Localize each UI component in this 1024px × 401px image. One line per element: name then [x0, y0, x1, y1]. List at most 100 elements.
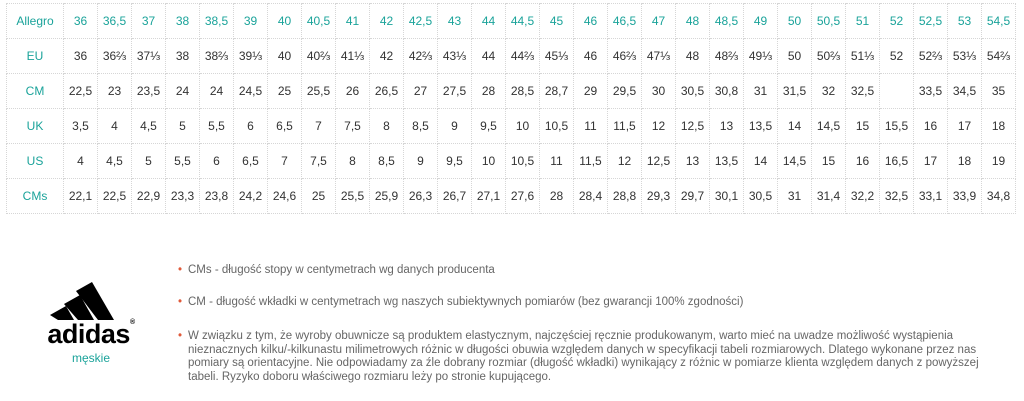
size-table: Allegro 36 36,5 37 38 38,5 39 40 40,5 41 42 42,5 43 4… [6, 3, 1016, 214]
cell: 6 [233, 108, 268, 144]
table-row: Allegro 36 36,5 37 38 38,5 39 40 40,5 41 42 42,5 43 4… [6, 3, 1016, 39]
cell: 9,5 [471, 108, 506, 144]
cell: 19 [981, 143, 1016, 179]
cell: 36⅔ [97, 38, 132, 74]
cell: 17 [913, 143, 948, 179]
cell: 25 [301, 178, 336, 214]
cell: 41⅓ [335, 38, 370, 74]
cell: 46⅔ [607, 38, 642, 74]
cell: 24,2 [233, 178, 268, 214]
cell: 32 [811, 73, 846, 109]
cell: 13 [675, 143, 710, 179]
cell: 18 [947, 143, 982, 179]
cell: 26,3 [403, 178, 438, 214]
cell: 32,5 [845, 73, 880, 109]
cell: 15 [845, 108, 880, 144]
cell: 29 [573, 73, 608, 109]
cell: 22,9 [131, 178, 166, 214]
table-row: EU 36 36⅔ 37⅓ 38 38⅔ 39⅓ 40 40⅔ 41⅓ 42 42⅔ 43⅓ 44 44⅔ 4… [6, 38, 1016, 74]
table-row: CM 22,5 23 23,5 24 24 24,5 25 25,5 26 26,5 27 27,5 28… [6, 73, 1016, 109]
cell: 52⅔ [913, 38, 948, 74]
note: CM - długość wkładki w centymetrach wg n… [178, 296, 1008, 310]
cell: 27 [403, 73, 438, 109]
cell: 27,5 [437, 73, 472, 109]
row-label: US [6, 143, 64, 179]
cell: 14,5 [811, 108, 846, 144]
cell: 28,8 [607, 178, 642, 214]
cell: 23,8 [199, 178, 234, 214]
cell: 7 [301, 108, 336, 144]
cell: 43⅓ [437, 38, 472, 74]
cell: 10,5 [505, 143, 540, 179]
cell: 47⅓ [641, 38, 676, 74]
cell: 42⅔ [403, 38, 438, 74]
header-cell: 48,5 [709, 3, 744, 39]
cell: 26 [335, 73, 370, 109]
cell: 15,5 [879, 108, 914, 144]
logo-stripes [50, 282, 114, 320]
cell: 12,5 [641, 143, 676, 179]
cell: 35 [981, 73, 1016, 109]
cell: 15 [811, 143, 846, 179]
row-label: CMs [6, 178, 64, 214]
header-cell: 52 [879, 3, 914, 39]
cell: 28,7 [539, 73, 574, 109]
cell: 13,5 [709, 143, 744, 179]
cell: 4 [97, 108, 132, 144]
cell: 31,4 [811, 178, 846, 214]
cell: 42 [369, 38, 404, 74]
cell: 37⅓ [131, 38, 166, 74]
cell: 6,5 [267, 108, 302, 144]
cell: 50 [777, 38, 812, 74]
table-row: CMs 22,1 22,5 22,9 23,3 23,8 24,2 24,6 25 25,5 25,… [6, 178, 1016, 214]
cell: 25,9 [369, 178, 404, 214]
cell: 23,3 [165, 178, 200, 214]
cell: 33,9 [947, 178, 982, 214]
cell: 48 [675, 38, 710, 74]
cell: 10 [505, 108, 540, 144]
cell: 29,3 [641, 178, 676, 214]
cell: 31,5 [777, 73, 812, 109]
header-cell: 37 [131, 3, 166, 39]
cell: 48⅔ [709, 38, 744, 74]
cell: 6 [199, 143, 234, 179]
row-label: UK [6, 108, 64, 144]
header-cell: 38,5 [199, 3, 234, 39]
header-cell: 36 [63, 3, 98, 39]
note: CMs - długość stopy w centymetrach wg da… [178, 264, 1008, 278]
cell: 28,4 [573, 178, 608, 214]
cell: 34,8 [981, 178, 1016, 214]
cell: 9 [403, 143, 438, 179]
row-label: Allegro [6, 3, 64, 39]
cell: 30,8 [709, 73, 744, 109]
cell: 13 [709, 108, 744, 144]
header-cell: 48 [675, 3, 710, 39]
row-label: EU [6, 38, 64, 74]
cell: 36 [63, 38, 98, 74]
cell: 13,5 [743, 108, 778, 144]
cell: 32,2 [845, 178, 880, 214]
header-cell: 47 [641, 3, 676, 39]
cell: 7 [267, 143, 302, 179]
cell: 38⅔ [199, 38, 234, 74]
cell: 40 [267, 38, 302, 74]
cell: 23 [97, 73, 132, 109]
cell: 23,5 [131, 73, 166, 109]
cell: 6,5 [233, 143, 268, 179]
cell: 9 [437, 108, 472, 144]
header-cell: 53 [947, 3, 982, 39]
cell: 5 [165, 108, 200, 144]
cell: 24 [199, 73, 234, 109]
cell: 12 [607, 143, 642, 179]
cell: 25,5 [301, 73, 336, 109]
cell: 4 [63, 143, 98, 179]
cell: 34,5 [947, 73, 982, 109]
header-cell: 46,5 [607, 3, 642, 39]
cell: 10 [471, 143, 506, 179]
cell: 24,6 [267, 178, 302, 214]
header-cell: 36,5 [97, 3, 132, 39]
cell: 30,5 [675, 73, 710, 109]
cell: 52 [879, 38, 914, 74]
header-cell: 44 [471, 3, 506, 39]
